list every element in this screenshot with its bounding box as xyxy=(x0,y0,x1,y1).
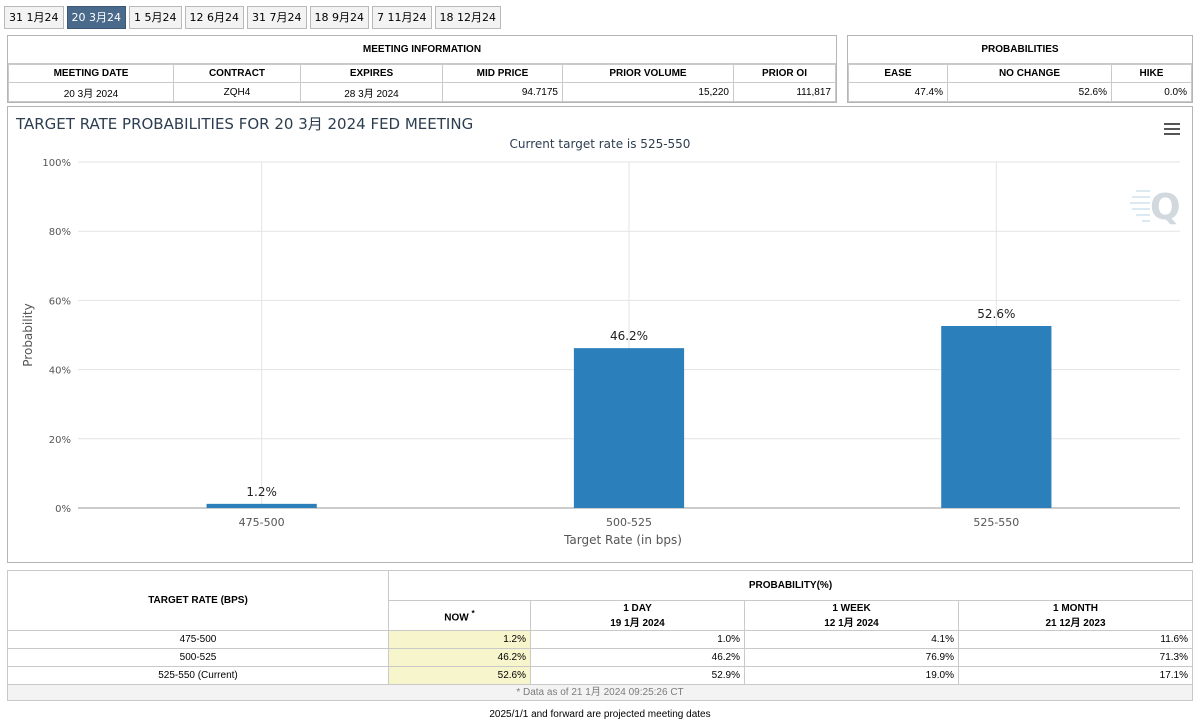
month-cell: 11.6% xyxy=(958,630,1193,649)
meeting-date-value: 20 3月 2024 xyxy=(8,82,174,102)
mid-price-header: MID PRICE xyxy=(442,64,563,83)
ease-header: EASE xyxy=(848,64,948,83)
day-cell: 46.2% xyxy=(530,648,745,667)
x-tick-label: 500-525 xyxy=(606,516,652,529)
tab-meeting[interactable]: 1 5月24 xyxy=(129,6,182,29)
y-tick-label: 40% xyxy=(49,366,71,377)
one-week-header: 1 WEEK 12 1月 2024 xyxy=(744,600,959,631)
y-tick-label: 100% xyxy=(42,158,71,169)
q-logo-icon: Q xyxy=(1130,187,1181,228)
prior-oi-value: 111,817 xyxy=(733,82,836,102)
data-label: 1.2% xyxy=(246,485,277,499)
day-cell: 1.0% xyxy=(530,630,745,649)
bar xyxy=(573,348,685,508)
now-header: NOW * xyxy=(388,600,531,631)
contract-value: ZQH4 xyxy=(173,82,301,102)
table-row: 475-500 1.2% 1.0% 4.1% 11.6% xyxy=(7,630,1193,649)
y-tick-label: 60% xyxy=(49,296,71,307)
probabilities-title: PROBABILITIES xyxy=(848,36,1192,64)
rate-cell: 500-525 xyxy=(7,648,389,667)
chart-panel: TARGET RATE PROBABILITIES FOR 20 3月 2024… xyxy=(7,106,1193,563)
y-axis-title: Probability xyxy=(21,303,35,366)
bar xyxy=(206,503,317,508)
rate-cell: 475-500 xyxy=(7,630,389,649)
now-cell: 46.2% xyxy=(388,648,531,667)
hamburger-menu-icon[interactable] xyxy=(1164,123,1180,135)
table-row: 525-550 (Current) 52.6% 52.9% 19.0% 17.1… xyxy=(7,666,1193,685)
table-row: 500-525 46.2% 46.2% 76.9% 71.3% xyxy=(7,648,1193,667)
week-cell: 4.1% xyxy=(744,630,959,649)
tab-meeting[interactable]: 31 1月24 xyxy=(4,6,64,29)
data-label: 46.2% xyxy=(610,329,648,343)
meeting-info-panel: MEETING INFORMATION MEETING DATE CONTRAC… xyxy=(7,35,837,103)
tab-meeting[interactable]: 18 12月24 xyxy=(434,6,501,29)
probability-group-header: PROBABILITY(%) xyxy=(388,570,1193,601)
data-timestamp-note: * Data as of 21 1月 2024 09:25:26 CT xyxy=(7,685,1193,701)
one-day-header: 1 DAY 19 1月 2024 xyxy=(530,600,745,631)
prior-volume-value: 15,220 xyxy=(562,82,734,102)
month-cell: 17.1% xyxy=(958,666,1193,685)
probabilities-panel: PROBABILITIES EASE NO CHANGE HIKE 47.4% … xyxy=(847,35,1193,103)
data-label: 52.6% xyxy=(977,307,1015,321)
no-change-header: NO CHANGE xyxy=(947,64,1112,83)
week-cell: 19.0% xyxy=(744,666,959,685)
bar-chart: 0% 20% 40% 60% 80% 100% 1.2% 475-500 46.2% 500-52… xyxy=(21,158,1180,547)
tab-meeting[interactable]: 7 11月24 xyxy=(372,6,432,29)
expires-value: 28 3月 2024 xyxy=(300,82,443,102)
contract-header: CONTRACT xyxy=(173,64,301,83)
meeting-date-header: MEETING DATE xyxy=(8,64,174,83)
svg-text:Q: Q xyxy=(1150,187,1181,228)
ease-value: 47.4% xyxy=(848,82,948,102)
week-cell: 76.9% xyxy=(744,648,959,667)
no-change-value: 52.6% xyxy=(947,82,1112,102)
target-rate-header: TARGET RATE (BPS) xyxy=(7,570,389,631)
y-tick-label: 80% xyxy=(49,227,71,238)
rate-cell: 525-550 (Current) xyxy=(7,666,389,685)
month-cell: 71.3% xyxy=(958,648,1193,667)
one-month-header: 1 MONTH 21 12月 2023 xyxy=(958,600,1193,631)
tab-meeting-active[interactable]: 20 3月24 xyxy=(66,6,126,29)
now-cell: 52.6% xyxy=(388,666,531,685)
y-tick-label: 0% xyxy=(55,504,71,515)
tab-meeting[interactable]: 18 9月24 xyxy=(309,6,369,29)
bar xyxy=(941,326,1052,508)
chart-title: TARGET RATE PROBABILITIES FOR 20 3月 2024… xyxy=(16,115,474,133)
probability-history-panel: TARGET RATE (BPS) PROBABILITY(%) NOW * 1… xyxy=(7,570,1193,701)
prior-volume-header: PRIOR VOLUME xyxy=(562,64,734,83)
chart-subtitle: Current target rate is 525-550 xyxy=(509,137,691,151)
footer-note: 2025/1/1 and forward are projected meeti… xyxy=(489,709,711,720)
x-axis-title: Target Rate (in bps) xyxy=(563,533,682,547)
x-tick-label: 475-500 xyxy=(239,516,285,529)
tab-meeting[interactable]: 31 7月24 xyxy=(247,6,307,29)
meeting-info-table: MEETING DATE CONTRACT EXPIRES MID PRICE … xyxy=(8,64,836,102)
hike-header: HIKE xyxy=(1111,64,1192,83)
expires-header: EXPIRES xyxy=(300,64,443,83)
now-cell: 1.2% xyxy=(388,630,531,649)
mid-price-value: 94.7175 xyxy=(442,82,563,102)
meeting-info-title: MEETING INFORMATION xyxy=(8,36,836,64)
tab-meeting[interactable]: 12 6月24 xyxy=(184,6,244,29)
hike-value: 0.0% xyxy=(1111,82,1192,102)
day-cell: 52.9% xyxy=(530,666,745,685)
probability-history-table: TARGET RATE (BPS) PROBABILITY(%) NOW * 1… xyxy=(7,570,1193,685)
x-tick-label: 525-550 xyxy=(973,516,1019,529)
y-tick-label: 20% xyxy=(49,435,71,446)
probabilities-table: EASE NO CHANGE HIKE 47.4% 52.6% 0.0% xyxy=(848,64,1192,102)
meeting-tabs: 31 1月24 20 3月24 1 5月24 12 6月24 31 7月24 1… xyxy=(4,6,501,29)
prior-oi-header: PRIOR OI xyxy=(733,64,836,83)
